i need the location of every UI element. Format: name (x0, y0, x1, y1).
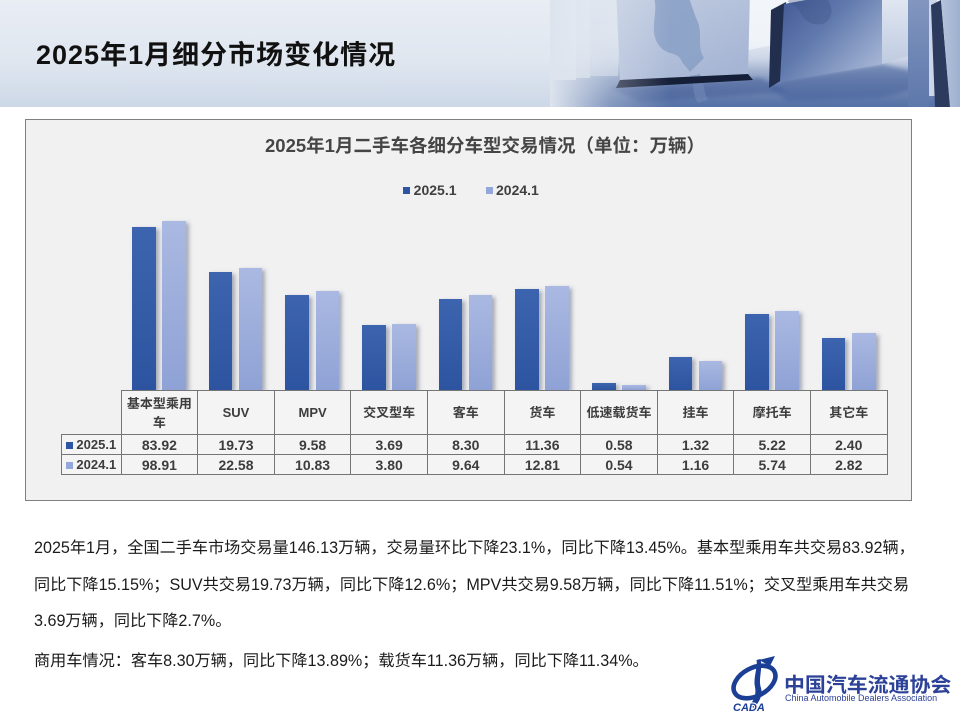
svg-text:CADA: CADA (733, 702, 765, 713)
